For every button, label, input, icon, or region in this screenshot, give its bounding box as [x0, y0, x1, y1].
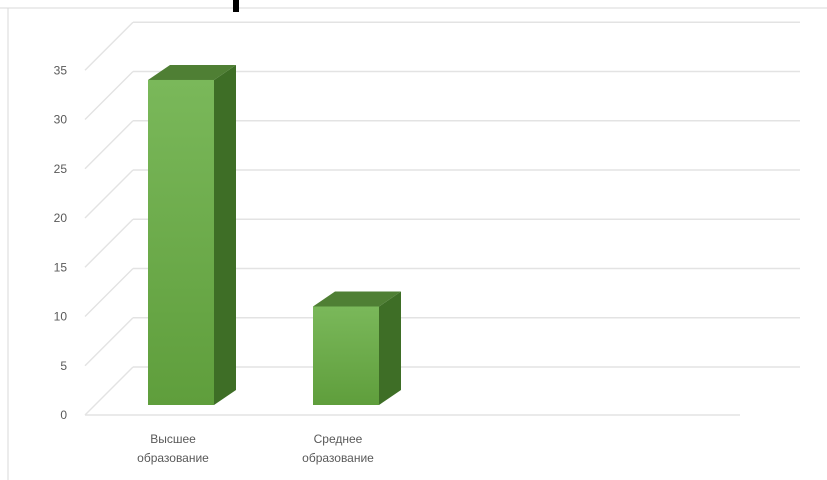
gridline-diagonal — [84, 71, 134, 120]
bar-front-face — [148, 79, 214, 405]
y-tick-label: 10 — [54, 310, 68, 324]
x-category-label: Среднее образование — [302, 432, 374, 465]
y-tick-label: 35 — [54, 63, 68, 77]
bar-side-face — [379, 291, 401, 405]
gridline-diagonal — [84, 120, 134, 170]
y-tick-label: 0 — [60, 408, 67, 422]
y-tick-label: 5 — [60, 359, 67, 373]
gridline-diagonal — [84, 268, 134, 317]
bar-front-face — [313, 306, 379, 405]
gridline-diagonal — [84, 169, 134, 219]
x-axis-category-labels: Высшее образование Среднее образование — [137, 432, 374, 465]
bar — [148, 64, 236, 405]
gridline-diagonal — [84, 366, 134, 416]
bar-side-face — [214, 64, 236, 405]
bar — [313, 291, 401, 405]
y-tick-label: 15 — [54, 260, 68, 274]
y-axis-tick-labels: 0 5 10 15 20 25 30 35 — [54, 63, 68, 422]
gridline-diagonal — [84, 317, 134, 367]
bars — [148, 64, 401, 405]
y-tick-label: 20 — [54, 211, 68, 225]
y-tick-label: 25 — [54, 162, 68, 176]
bar-top-face — [313, 291, 401, 307]
gridlines — [84, 21, 800, 416]
x-category-label: Высшее образование — [137, 432, 209, 465]
y-tick-label: 30 — [54, 113, 68, 127]
bar-top-face — [148, 64, 236, 80]
frame-top-marker — [233, 0, 239, 12]
gridline-diagonal — [84, 218, 134, 268]
gridline-diagonal — [84, 21, 134, 71]
